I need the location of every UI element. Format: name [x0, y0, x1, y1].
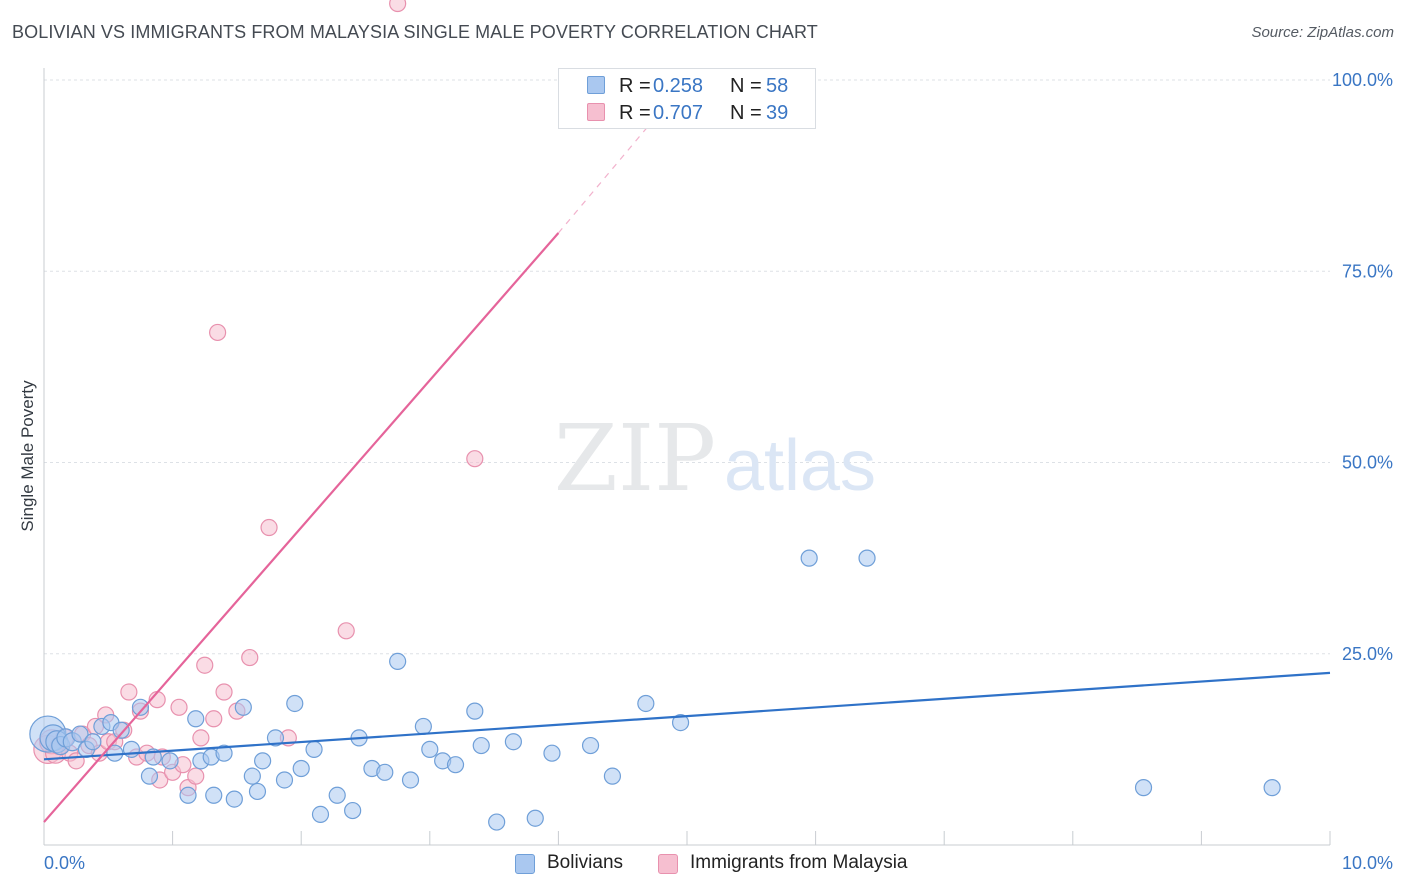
- x-tick-label: 10.0%: [1342, 853, 1393, 873]
- data-point: [205, 710, 223, 728]
- blue-swatch-icon: [587, 76, 605, 94]
- data-point: [543, 744, 561, 762]
- y-tick-label: 75.0%: [1342, 261, 1393, 281]
- watermark-zip: ZIP: [554, 405, 716, 512]
- r-label: R =: [619, 102, 651, 124]
- data-point: [187, 710, 205, 728]
- data-point: [234, 698, 252, 716]
- data-point: [215, 744, 233, 762]
- pink-swatch-icon: [658, 854, 678, 874]
- y-tick-label: 100.0%: [1332, 70, 1393, 90]
- data-point: [196, 656, 214, 674]
- trend-lines: [43, 79, 1331, 823]
- data-point: [344, 801, 362, 820]
- axes: [43, 68, 1331, 846]
- trend-line-malaysia: [43, 232, 560, 823]
- data-point: [241, 648, 259, 667]
- y-tick-label: 25.0%: [1342, 644, 1393, 664]
- data-point: [170, 698, 188, 716]
- n-value: 58: [766, 75, 789, 97]
- r-label: R =: [619, 75, 651, 97]
- data-point: [1263, 779, 1281, 797]
- r-value: 0.258: [653, 75, 704, 97]
- data-point: [311, 805, 330, 824]
- data-point: [376, 763, 394, 781]
- watermark-atlas: atlas: [724, 426, 876, 506]
- data-point: [526, 809, 544, 827]
- data-point: [488, 813, 506, 831]
- data-point: [243, 767, 261, 785]
- n-value: 39: [766, 102, 789, 124]
- data-point: [389, 0, 407, 13]
- data-point: [504, 733, 522, 751]
- data-point: [466, 450, 484, 468]
- data-point: [215, 683, 233, 701]
- data-point: [603, 767, 622, 785]
- data-point: [112, 721, 130, 739]
- legend-label: Immigrants from Malaysia: [690, 852, 908, 873]
- legend-label: Bolivians: [547, 852, 624, 873]
- x-tick-label: 0.0%: [44, 853, 85, 873]
- pink-swatch-icon: [587, 103, 605, 121]
- data-point: [466, 702, 484, 720]
- data-point: [205, 786, 223, 804]
- data-point: [671, 713, 690, 732]
- data-point: [192, 729, 210, 747]
- data-point: [305, 740, 323, 758]
- data-point: [421, 740, 439, 758]
- source-label: Source: ZipAtlas.com: [1251, 24, 1394, 41]
- tick-labels: 25.0% 50.0% 75.0% 100.0% 0.0% 10.0%: [44, 70, 1393, 873]
- data-point: [292, 759, 310, 778]
- data-point: [71, 725, 89, 743]
- data-point: [260, 518, 278, 537]
- data-point: [401, 771, 420, 789]
- data-point: [187, 767, 205, 785]
- data-point: [328, 786, 346, 804]
- data-point: [120, 683, 138, 701]
- data-point: [161, 752, 179, 770]
- data-point: [389, 652, 407, 671]
- data-point: [1134, 779, 1153, 797]
- n-label: N =: [730, 75, 762, 97]
- y-tick-label: 50.0%: [1342, 453, 1393, 473]
- data-point: [248, 782, 267, 801]
- chart-title: BOLIVIAN VS IMMIGRANTS FROM MALAYSIA SIN…: [12, 22, 818, 42]
- data-point: [414, 717, 432, 736]
- trend-line-malaysia-extension: [557, 79, 688, 234]
- data-point: [286, 694, 304, 713]
- data-point: [209, 323, 227, 342]
- data-point: [472, 736, 490, 755]
- data-point: [84, 733, 102, 751]
- watermark: ZIP atlas: [554, 405, 876, 512]
- trend-line-bolivians: [43, 671, 1331, 761]
- data-point: [122, 740, 141, 758]
- data-point: [225, 790, 243, 808]
- data-point: [131, 698, 150, 716]
- data-point: [337, 622, 355, 640]
- blue-swatch-icon: [515, 854, 535, 874]
- data-point: [140, 767, 159, 785]
- data-point: [179, 786, 197, 804]
- data-point: [858, 549, 876, 567]
- data-point: [275, 771, 294, 789]
- data-point: [266, 729, 285, 747]
- data-point: [637, 694, 655, 713]
- r-value: 0.707: [653, 102, 704, 124]
- data-point: [581, 736, 600, 755]
- series-bolivians: [29, 549, 1281, 831]
- n-label: N =: [730, 102, 762, 124]
- data-point: [254, 752, 272, 770]
- stats-legend: R = 0.258 N = 58 R = 0.707 N = 39: [558, 68, 816, 129]
- grid-lines: [44, 79, 1330, 655]
- data-point: [800, 549, 818, 567]
- data-point: [446, 756, 465, 774]
